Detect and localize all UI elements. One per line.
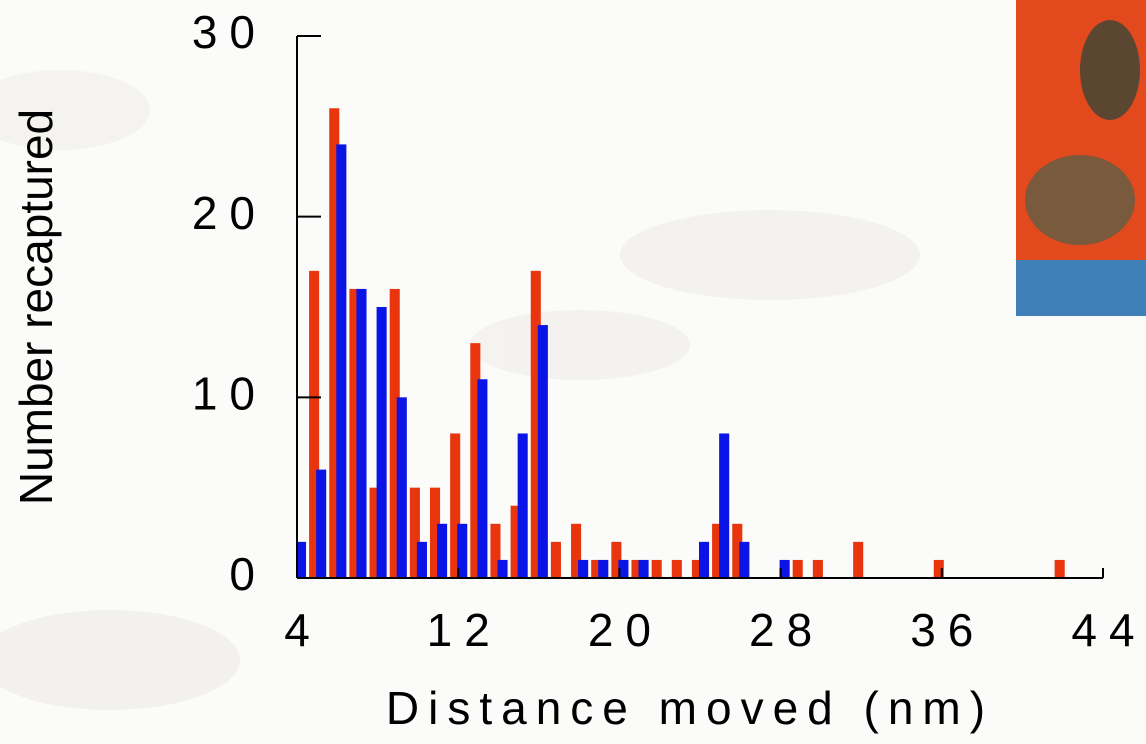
bar: [712, 523, 723, 578]
bar: [510, 505, 521, 578]
bar: [490, 523, 501, 578]
bar: [550, 541, 561, 578]
y-tick-label: 10: [192, 367, 267, 419]
bar: [671, 559, 682, 578]
bar: [598, 559, 609, 578]
x-tick-label: 28: [749, 604, 824, 656]
bar: [537, 325, 548, 578]
bar: [1054, 559, 1065, 578]
bar: [792, 559, 803, 578]
bar: [349, 288, 360, 578]
photo-crab: [1080, 20, 1140, 120]
x-tick-label: 20: [588, 604, 663, 656]
bar: [517, 433, 528, 578]
bar: [853, 541, 864, 578]
y-tick-label: 30: [192, 6, 267, 58]
bar: [497, 559, 508, 578]
background-decor: [0, 70, 920, 710]
photo-crab: [1025, 155, 1135, 245]
bar: [739, 541, 750, 578]
bar: [691, 559, 703, 578]
bar: [450, 433, 461, 578]
fish-watermark: [470, 310, 690, 380]
x-tick-label: 4: [284, 604, 322, 656]
y-axis-title: Number recaptured: [10, 109, 62, 505]
y-tick-label: 0: [229, 548, 267, 600]
bar: [477, 379, 488, 578]
bar: [933, 559, 944, 578]
x-axis-title: Distance moved (nm): [386, 682, 994, 734]
photo-water: [1016, 260, 1146, 316]
bar: [578, 559, 589, 578]
bar: [309, 270, 320, 578]
bar: [356, 288, 367, 578]
x-tick-label: 12: [427, 604, 502, 656]
bar: [591, 559, 602, 578]
bar: [651, 559, 662, 578]
bar: [416, 541, 427, 578]
y-tick-label: 20: [192, 187, 267, 239]
x-tick-label: 36: [910, 604, 985, 656]
bar: [437, 523, 448, 578]
bar: [638, 559, 649, 578]
bar: [409, 487, 420, 578]
fish-watermark: [0, 610, 240, 710]
bar: [618, 559, 629, 578]
bar: [571, 523, 582, 578]
x-tick-label: 44: [1071, 604, 1146, 656]
bar: [530, 270, 541, 578]
bar: [329, 108, 340, 579]
bar: [396, 397, 407, 578]
fish-watermark: [620, 210, 920, 300]
bar: [457, 523, 468, 578]
bar: [779, 559, 790, 578]
bar: [369, 487, 380, 578]
photo: [1016, 0, 1146, 316]
bar: [732, 523, 743, 578]
bar: [295, 541, 307, 578]
bar: [336, 144, 347, 578]
bar: [719, 433, 730, 578]
bar: [316, 469, 327, 578]
bar: [631, 559, 642, 578]
bar: [389, 288, 400, 578]
bar: [376, 307, 387, 578]
bar: [429, 487, 441, 578]
fish-watermark: [0, 70, 150, 150]
bar: [611, 541, 622, 578]
bar: [698, 541, 710, 578]
bar: [470, 343, 481, 578]
bar: [812, 559, 823, 578]
